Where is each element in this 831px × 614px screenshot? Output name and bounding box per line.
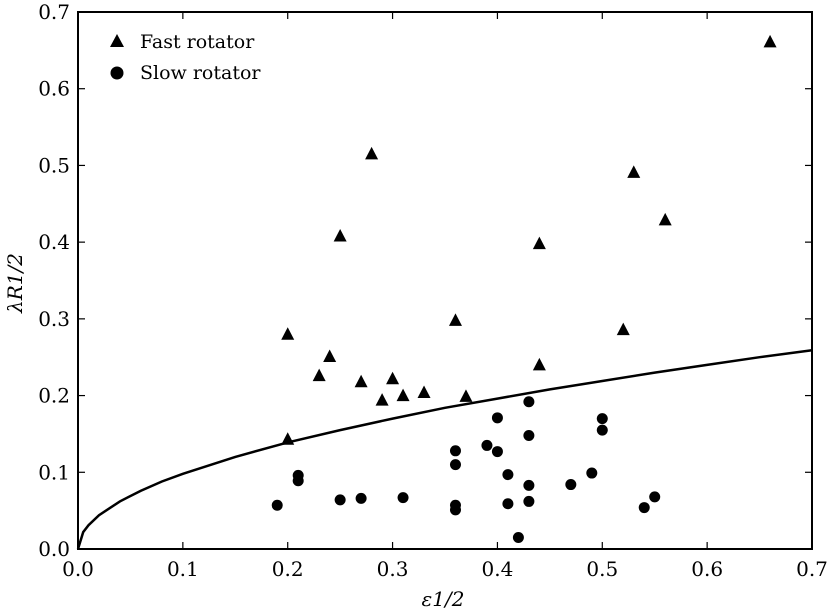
fast-rotator-point — [281, 432, 295, 445]
fast-rotator-point — [375, 393, 389, 406]
threshold-curve-layer — [76, 349, 813, 550]
slow-rotator-point — [449, 445, 461, 457]
x-tick-label: 0.5 — [586, 557, 618, 581]
fast-rotator-point — [627, 165, 641, 178]
y-tick-label: 0.1 — [38, 460, 70, 484]
threshold-curve — [76, 349, 813, 550]
x-axis-ticks: 0.0 0.1 0.2 0.3 0.4 0.5 0.6 0.7 — [62, 12, 828, 581]
slow-rotator-point — [523, 479, 535, 491]
plot-frame — [77, 11, 813, 550]
fast-rotator-point — [532, 357, 546, 371]
slow-rotator-point — [596, 413, 608, 425]
fast-rotator-point — [763, 34, 777, 48]
slow-rotator-point — [586, 467, 598, 479]
slow-rotator-point — [523, 429, 535, 441]
slow-rotator-point — [449, 459, 461, 471]
slow-rotator-point — [649, 491, 661, 503]
x-axis-label: ε1/2 — [422, 587, 465, 611]
plot-border — [77, 11, 813, 550]
slow-rotator-point — [491, 412, 503, 424]
fast-rotator-point — [333, 229, 347, 242]
fast-rotator-point — [365, 146, 379, 160]
slow-rotator-point — [523, 396, 535, 408]
y-tick-label: 0.2 — [38, 384, 70, 408]
fast-rotator-point — [532, 236, 546, 250]
legend-triangle-marker — [110, 34, 124, 47]
x-tick-label: 0.1 — [167, 557, 199, 581]
fast-rotator-point — [281, 327, 295, 340]
x-tick-label: 0.4 — [482, 557, 514, 581]
slow-rotator-point — [397, 492, 409, 504]
slow-rotator-point — [565, 479, 577, 491]
slow-rotator-point — [481, 439, 493, 451]
x-tick-label: 0.3 — [377, 557, 409, 581]
fast-rotator-point — [616, 322, 630, 336]
fast-rotator-point — [396, 388, 410, 402]
y-tick-label: 0.5 — [38, 153, 70, 177]
x-tick-label: 0.7 — [796, 557, 828, 581]
x-tick-label: 0.0 — [62, 557, 94, 581]
slow-rotator-point — [355, 492, 367, 504]
slow-rotator-point — [638, 502, 650, 514]
y-axis-ticks: 0.0 0.1 0.2 0.3 0.4 0.5 0.6 0.7 — [38, 0, 812, 561]
slow-rotator-point — [491, 446, 503, 458]
y-tick-label: 0.6 — [38, 77, 70, 101]
fast-rotator-point — [354, 374, 368, 388]
x-tick-label: 0.2 — [272, 557, 304, 581]
fast-rotator-point — [417, 385, 431, 399]
y-tick-label: 0.4 — [38, 230, 70, 254]
y-tick-label: 0.0 — [38, 537, 70, 561]
fast-rotator-point — [448, 313, 462, 326]
slow-rotator-point — [523, 495, 535, 507]
y-tick-label: 0.3 — [38, 307, 70, 331]
slow-rotator-point — [502, 469, 514, 481]
y-axis-label: λR1/2 — [3, 253, 27, 314]
slow-rotator-point — [449, 504, 461, 516]
slow-rotator-point — [292, 475, 304, 487]
y-tick-label: 0.7 — [38, 0, 70, 24]
fast-rotator-point — [658, 212, 672, 226]
fast-rotator-point — [312, 368, 326, 382]
legend-label-fast-rotator: Fast rotator — [140, 31, 255, 53]
slow-rotator-point — [512, 531, 524, 543]
legend-label-slow-rotator: Slow rotator — [140, 62, 261, 84]
slow-rotator-point — [596, 424, 608, 436]
fast-rotator-point — [459, 389, 473, 402]
slow-rotator-point — [271, 499, 283, 511]
data-points-layer — [271, 34, 777, 543]
legend-item-slow-rotator: Slow rotator — [110, 62, 261, 84]
x-tick-label: 0.6 — [691, 557, 723, 581]
fast-rotator-point — [323, 349, 337, 362]
legend-circle-marker — [110, 66, 124, 80]
slow-rotator-point — [334, 494, 346, 506]
legend: Fast rotator Slow rotator — [110, 31, 261, 84]
slow-rotator-point — [502, 498, 514, 510]
fast-rotator-point — [386, 371, 400, 385]
legend-item-fast-rotator: Fast rotator — [110, 31, 255, 53]
